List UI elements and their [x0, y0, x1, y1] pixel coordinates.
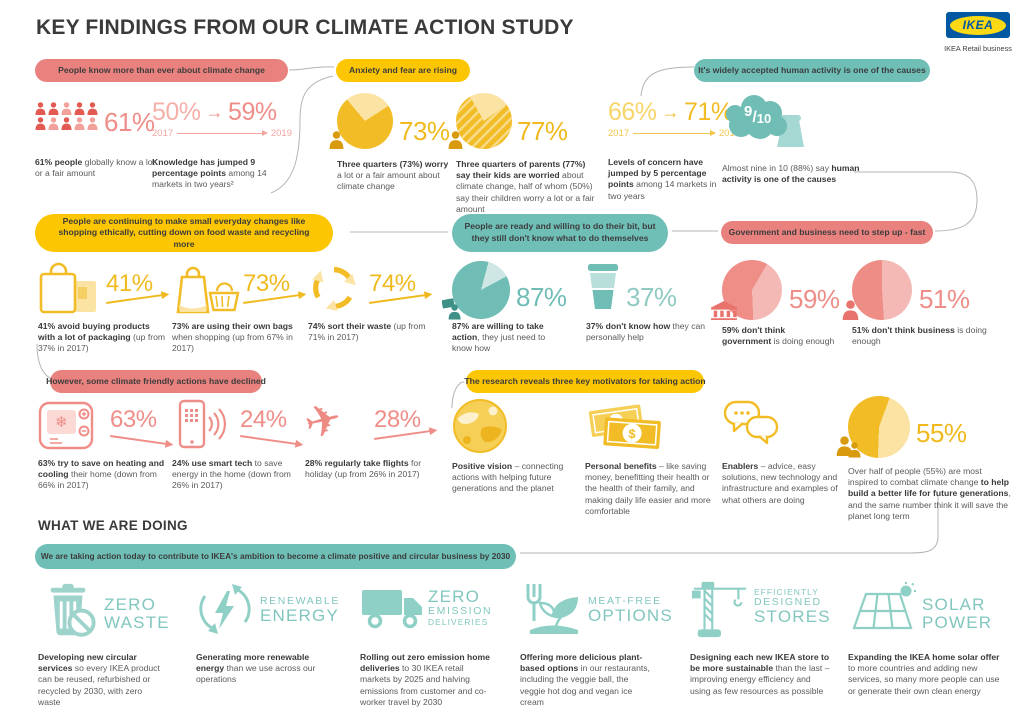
section-heading-what-we-are-doing: WHAT WE ARE DOING: [38, 518, 188, 533]
stat-dont-know-value: 37%: [626, 282, 677, 312]
action-efficient-stores-title: EFFICIENTLY DESIGNED STORES: [754, 587, 831, 627]
banner-ready-willing: People are ready and willing to do their…: [452, 214, 668, 252]
thermostat-icon: [38, 401, 94, 450]
action-zero-waste-title: ZERO WASTE: [104, 595, 170, 633]
stat-parents-caption: Three quarters of parents (77%) say thei…: [456, 159, 595, 214]
motivator-enablers-caption: Enablers – advice, easy solutions, new t…: [722, 461, 838, 505]
stat-knowledge-caption: Knowledge has jumped 9 percentage points…: [152, 157, 267, 190]
banner-human-activity: It's widely accepted human activity is o…: [694, 59, 930, 82]
stat-willing-caption: 87% are willing to take action, they jus…: [452, 321, 546, 354]
crane-icon: [691, 581, 747, 638]
tote-basket-icon: [176, 266, 240, 314]
stat-people-know-value: 61%: [104, 107, 155, 137]
stat-smart-tech-value: 24%: [240, 406, 287, 433]
motivator-positive-vision-caption: Positive vision – connecting actions wit…: [452, 461, 564, 494]
person-icon: [848, 442, 861, 458]
chat-bubbles-icon: [723, 400, 779, 445]
ikea-logo-caption: IKEA Retail business: [944, 44, 1012, 53]
stat-sort-waste-caption: 74% sort their waste (up from 71% in 201…: [308, 321, 426, 343]
bank-icon: [711, 300, 737, 320]
snowflake-icon: ❄: [55, 414, 68, 431]
arrow-right-icon: →: [205, 102, 224, 122]
stat-heating-value: 63%: [110, 406, 157, 433]
coffee-cup-icon: [588, 264, 618, 309]
stat-packaging-value: 41%: [106, 270, 153, 297]
pie-chart-worry-icon: [337, 93, 393, 149]
recycle-icon: [312, 267, 356, 312]
banner-people-know: People know more than ever about climate…: [35, 59, 288, 82]
stat-nine-in-ten-caption: Almost nine in 10 (88%) say human activi…: [722, 163, 860, 185]
action-meat-free-caption: Offering more delicious plant-based opti…: [520, 652, 650, 707]
stat-inspired-caption: Over half of people (55%) are most inspi…: [848, 466, 1011, 521]
stat-flights-value: 28%: [374, 406, 421, 433]
stat-government-caption: 59% don't think government is doing enou…: [722, 325, 835, 347]
fork-plant-icon: [526, 584, 578, 634]
action-zero-emission-caption: Rolling out zero emission home deliverie…: [360, 652, 490, 707]
action-zero-waste-caption: Developing new circular services so ever…: [38, 652, 160, 707]
stat-flights-caption: 28% regularly take flights for holiday (…: [305, 458, 422, 480]
stat-sort-waste-value: 74%: [369, 270, 416, 297]
shopping-bag-icon: [39, 262, 96, 314]
banner-government-business: Government and business need to step up …: [721, 221, 933, 244]
stat-business-value: 51%: [919, 284, 970, 314]
money-icon: $: [588, 404, 661, 449]
trash-can-icon: [50, 583, 96, 637]
stat-worry-value: 73%: [399, 116, 450, 146]
person-icon: [842, 300, 859, 320]
ikea-logo-text: IKEA: [962, 18, 994, 32]
stat-own-bags-value: 73%: [243, 270, 290, 297]
stat-willing-value: 87%: [516, 282, 567, 312]
stat-people-know-caption: 61% people globally know a lot or a fair…: [35, 157, 155, 179]
renewable-energy-icon: [199, 584, 251, 634]
stat-concern-jump: 66% → 71% 2017 2019: [608, 98, 740, 139]
action-solar-power-caption: Expanding the IKEA home solar offer to m…: [848, 652, 1000, 696]
stat-business-caption: 51% don't think business is doing enough: [852, 325, 987, 347]
globe-icon: [453, 399, 507, 453]
year-arrow-icon: [633, 130, 716, 136]
banner-everyday-changes: People are continuing to make small ever…: [35, 214, 333, 252]
pie-chart-parents-icon: [456, 93, 512, 149]
pie-chart-government-icon: [711, 260, 782, 320]
action-meat-free-title: MEAT-FREE OPTIONS: [588, 595, 673, 626]
smartphone-icon: [178, 399, 226, 449]
ikea-logo-ellipse: IKEA: [950, 15, 1006, 35]
stat-concern-caption: Levels of concern have jumped by 5 perce…: [608, 157, 717, 201]
solar-panel-icon: [852, 582, 916, 630]
year-arrow-icon: [177, 130, 268, 136]
stat-smart-tech-caption: 24% use smart tech to save energy in the…: [172, 458, 291, 491]
delivery-truck-icon: [362, 590, 422, 629]
stat-nine-in-ten-value: 9/10: [744, 103, 772, 126]
action-renewable-energy-title: RENEWABLE ENERGY: [260, 595, 340, 626]
stat-worry-caption: Three quarters (73%) worry a lot or a fa…: [337, 159, 449, 192]
stat-parents-value: 77%: [517, 116, 568, 146]
action-efficient-stores-caption: Designing each new IKEA store to be more…: [690, 652, 830, 696]
stat-own-bags-caption: 73% are using their own bags when shoppi…: [172, 321, 293, 354]
stat-packaging-caption: 41% avoid buying products with a lot of …: [38, 321, 166, 354]
person-sign-icon: [442, 298, 461, 320]
svg-text:$: $: [628, 426, 637, 442]
stat-heating-caption: 63% try to save on heating and cooling t…: [38, 458, 165, 491]
banner-anxiety: Anxiety and fear are rising: [336, 59, 470, 82]
action-renewable-energy-caption: Generating more renewable energy than we…: [196, 652, 316, 685]
cloud-factory-icon: [726, 95, 804, 147]
banner-key-motivators: The research reveals three key motivator…: [464, 370, 706, 393]
motivator-personal-benefits-caption: Personal benefits – like saving money, b…: [585, 461, 711, 516]
banner-actions-declined: However, some climate friendly actions h…: [46, 370, 266, 393]
stat-knowledge-jump: 50% → 59% 2017 2019: [152, 98, 292, 139]
action-solar-power-title: SOLAR POWER: [922, 595, 993, 633]
pie-chart-willing-icon: [442, 261, 510, 320]
pie-chart-business-icon: [852, 260, 912, 320]
stat-inspired-value: 55%: [916, 418, 967, 448]
page-title: KEY FINDINGS FROM OUR CLIMATE ACTION STU…: [36, 16, 574, 39]
pie-chart-inspired-icon: [848, 396, 910, 458]
ikea-logo: IKEA: [946, 12, 1010, 38]
action-zero-emission-title: ZERO EMISSION DELIVERIES: [428, 587, 493, 627]
stat-government-value: 59%: [789, 284, 840, 314]
stat-dont-know-caption: 37% don't know how they can personally h…: [586, 321, 706, 343]
arrow-right-icon: →: [661, 102, 680, 122]
banner-ikea-ambition: We are taking action today to contribute…: [35, 544, 516, 569]
people-grid-icon: [35, 102, 100, 132]
